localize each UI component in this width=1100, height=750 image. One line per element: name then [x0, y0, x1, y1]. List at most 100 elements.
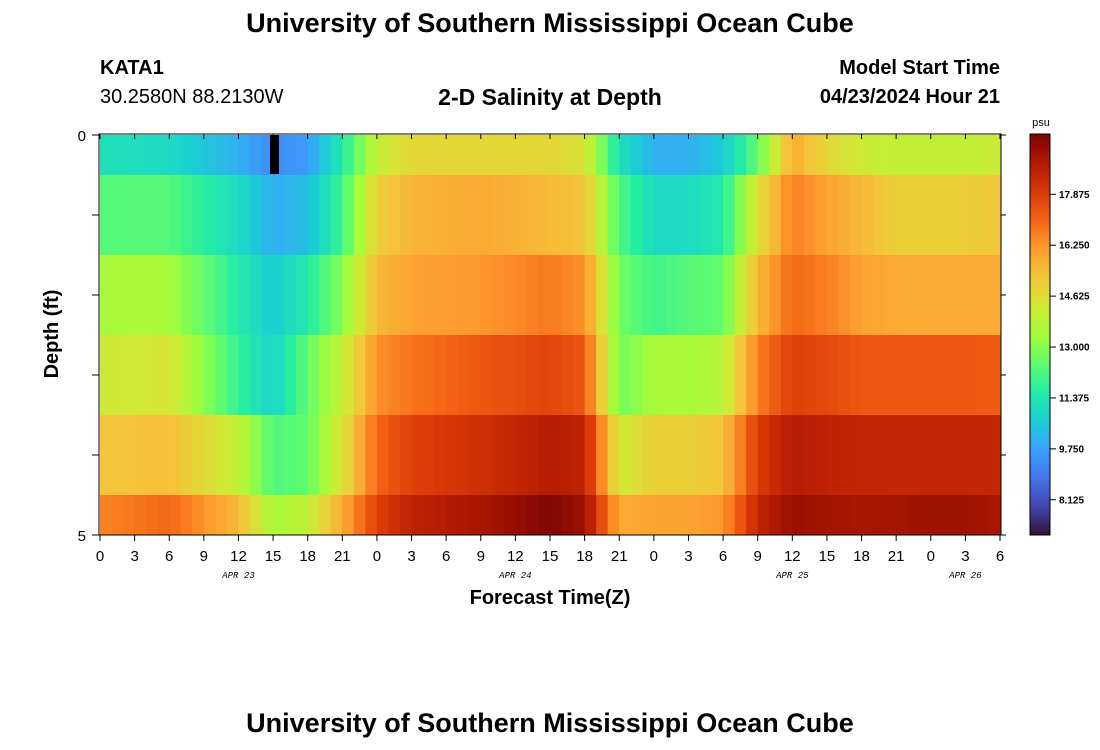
heatmap-cell: [976, 495, 990, 535]
heatmap-cell: [688, 495, 701, 535]
heatmap-cell: [169, 255, 182, 335]
heatmap-cell: [100, 255, 113, 335]
y-tick-label: 5: [78, 528, 86, 545]
heatmap-cell: [376, 335, 390, 415]
heatmap-cell: [826, 495, 840, 535]
heatmap-cell: [757, 335, 770, 415]
heatmap-cell: [238, 175, 251, 255]
heatmap-cell: [273, 335, 286, 415]
heatmap-cell: [365, 495, 378, 535]
heatmap-cell: [180, 135, 193, 175]
heatmap-cell: [653, 175, 666, 255]
heatmap-cell: [619, 335, 632, 415]
heatmap-cell: [284, 495, 297, 535]
heatmap-cell: [838, 495, 851, 535]
heatmap-cell: [792, 415, 805, 495]
footer-title: University of Southern Mississippi Ocean…: [246, 708, 854, 738]
heatmap-cell: [100, 135, 113, 175]
heatmap-cell: [896, 335, 909, 415]
x-axis: 0 3 6 9 12 15 18 21 0 3 6 9 12 15 18 21 0 3 6 9 12 15 18 21 0 3 6 A…: [96, 134, 1004, 581]
colorbar-tick-label: 17.875: [1059, 190, 1090, 201]
heatmap-cell: [250, 335, 263, 415]
heatmap-cell: [146, 335, 159, 415]
heatmap-cell: [226, 135, 240, 175]
heatmap-cell: [284, 255, 297, 335]
heatmap-cell: [861, 495, 874, 535]
heatmap-cell: [100, 495, 113, 535]
heatmap-cell: [296, 335, 309, 415]
heatmap-cell: [780, 255, 793, 335]
heatmap-cell: [619, 415, 632, 495]
heatmap-cell: [538, 175, 551, 255]
heatmap-cell: [400, 495, 413, 535]
heatmap-cell: [884, 175, 897, 255]
heatmap-cell: [538, 495, 551, 535]
heatmap-cell: [780, 175, 793, 255]
heatmap-cell: [261, 415, 274, 495]
heatmap-cell: [469, 255, 482, 335]
heatmap-cell: [411, 495, 424, 535]
x-tick-label: 3: [961, 548, 969, 565]
heatmap-cell: [134, 175, 147, 255]
heatmap-cell: [803, 415, 816, 495]
x-tick-label: 18: [853, 548, 870, 565]
heatmap-cell: [676, 175, 690, 255]
heatmap-cell: [503, 415, 516, 495]
heatmap-cell: [238, 255, 251, 335]
heatmap-cell: [503, 335, 516, 415]
heatmap-cell: [515, 255, 528, 335]
heatmap-cell: [376, 415, 390, 495]
heatmap-cell: [907, 335, 920, 415]
heatmap-cell: [653, 255, 666, 335]
heatmap-cell: [850, 495, 863, 535]
heatmap-cell: [965, 335, 978, 415]
heatmap-cell: [803, 495, 816, 535]
heatmap-cell: [953, 415, 966, 495]
heatmap-cell: [792, 175, 805, 255]
heatmap-cell: [965, 135, 978, 175]
heatmap-cell: [192, 415, 205, 495]
heatmap-cell: [226, 335, 240, 415]
heatmap-cell: [746, 495, 759, 535]
heatmap-cell: [988, 415, 1001, 495]
x-tick-label: 6: [165, 548, 173, 565]
heatmap-cell: [192, 335, 205, 415]
heatmap-cell: [376, 255, 390, 335]
heatmap-cell: [330, 415, 343, 495]
heatmap-cell: [215, 335, 228, 415]
heatmap-cell: [192, 135, 205, 175]
heatmap-cell: [261, 495, 274, 535]
heatmap-cell: [146, 415, 159, 495]
date-label: APR 26: [948, 571, 982, 581]
heatmap-cell: [642, 175, 655, 255]
heatmap-cell: [526, 415, 540, 495]
x-tick-label: 15: [265, 548, 282, 565]
heatmap-cell: [826, 175, 840, 255]
heatmap-cell: [469, 135, 482, 175]
heatmap-cell: [988, 255, 1001, 335]
heatmap-cell: [607, 495, 620, 535]
heatmap-cell: [907, 255, 920, 335]
heatmap-cell: [215, 135, 228, 175]
heatmap-cell: [388, 255, 401, 335]
heatmap-cell: [111, 415, 124, 495]
heatmap-cell: [284, 175, 297, 255]
model-start-label: Model Start Time: [839, 57, 1000, 79]
heatmap-cell: [676, 335, 690, 415]
heatmap-cell: [642, 135, 655, 175]
heatmap-cell: [607, 175, 620, 255]
heatmap-cell: [457, 335, 470, 415]
heatmap-cell: [884, 135, 897, 175]
heatmap-cell: [423, 415, 436, 495]
heatmap-cell: [503, 255, 516, 335]
heatmap-cell: [434, 335, 447, 415]
heatmap-cell: [307, 335, 320, 415]
heatmap-cell: [919, 175, 932, 255]
heatmap-cell: [826, 335, 840, 415]
heatmap-cell: [180, 415, 193, 495]
heatmap-cell: [111, 255, 124, 335]
heatmap-cell: [561, 335, 574, 415]
heatmap-cell: [388, 175, 401, 255]
heatmap-cell: [676, 415, 690, 495]
heatmap-cell: [550, 135, 563, 175]
